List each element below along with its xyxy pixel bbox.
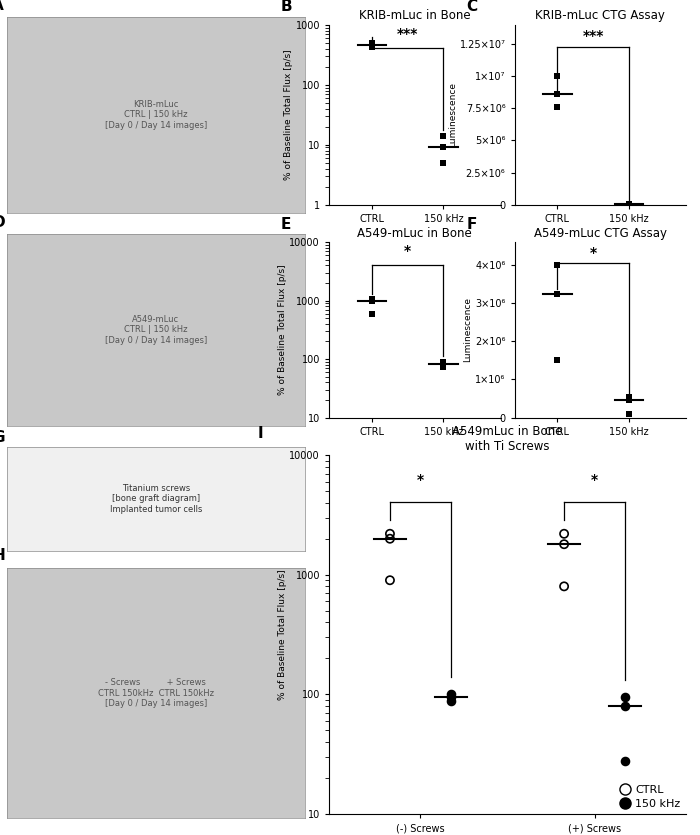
Point xyxy=(438,141,449,154)
Text: H: H xyxy=(0,548,5,563)
Text: I: I xyxy=(258,426,263,441)
Point xyxy=(623,390,634,403)
Point xyxy=(552,287,563,301)
Text: *: * xyxy=(591,473,598,488)
Point xyxy=(620,691,631,704)
Point xyxy=(384,527,395,540)
Point xyxy=(623,393,634,407)
Title: A549-mLuc in Bone: A549-mLuc in Bone xyxy=(358,226,472,240)
Point xyxy=(552,258,563,271)
Point xyxy=(552,354,563,367)
Text: ***: *** xyxy=(582,29,604,43)
Point xyxy=(623,197,634,210)
Point xyxy=(559,538,570,551)
Point xyxy=(445,691,456,704)
Title: KRIB-mLuc in Bone: KRIB-mLuc in Bone xyxy=(359,9,470,23)
Point xyxy=(366,293,377,306)
Y-axis label: Luminescence: Luminescence xyxy=(463,297,473,362)
Legend: CTRL, 150 kHz: CTRL, 150 kHz xyxy=(621,785,680,808)
Text: A549-mLuc
CTRL | 150 kHz
[Day 0 / Day 14 images]: A549-mLuc CTRL | 150 kHz [Day 0 / Day 14… xyxy=(104,315,207,345)
Point xyxy=(445,688,456,701)
Text: - Screws          + Screws
CTRL 150kHz  CTRL 150kHz
[Day 0 / Day 14 images]: - Screws + Screws CTRL 150kHz CTRL 150kH… xyxy=(98,678,214,708)
Title: KRIB-mLuc CTG Assay: KRIB-mLuc CTG Assay xyxy=(536,9,665,23)
Point xyxy=(552,69,563,83)
Point xyxy=(438,361,449,374)
Point xyxy=(620,754,631,767)
Y-axis label: % of Baseline Total Flux [p/s]: % of Baseline Total Flux [p/s] xyxy=(278,569,286,700)
Point xyxy=(384,532,395,545)
Point xyxy=(366,37,377,50)
Text: G: G xyxy=(0,430,5,444)
Text: ***: *** xyxy=(397,28,419,41)
Point xyxy=(438,357,449,371)
Point xyxy=(552,100,563,114)
Text: E: E xyxy=(281,216,291,231)
Point xyxy=(366,295,377,308)
Point xyxy=(438,156,449,170)
Y-axis label: % of Baseline Total Flux [p/s]: % of Baseline Total Flux [p/s] xyxy=(284,49,293,180)
Text: *: * xyxy=(404,244,411,258)
Point xyxy=(445,695,456,708)
Point xyxy=(366,308,377,321)
Text: A: A xyxy=(0,0,4,13)
Point xyxy=(552,88,563,101)
Point xyxy=(559,579,570,593)
Text: D: D xyxy=(0,215,5,230)
Text: Titanium screws
[bone graft diagram]
Implanted tumor cells: Titanium screws [bone graft diagram] Imp… xyxy=(110,484,202,514)
Point xyxy=(620,700,631,713)
Point xyxy=(623,198,634,211)
Text: *: * xyxy=(589,245,596,260)
Point xyxy=(366,40,377,53)
Text: *: * xyxy=(417,473,424,488)
Text: C: C xyxy=(466,0,477,14)
Point xyxy=(366,38,377,51)
Text: F: F xyxy=(466,216,477,231)
Point xyxy=(438,129,449,143)
Y-axis label: Luminescence: Luminescence xyxy=(448,83,457,147)
Point xyxy=(384,574,395,587)
Title: A549mLuc in Bone
with Ti Screws: A549mLuc in Bone with Ti Screws xyxy=(452,424,563,453)
Y-axis label: % of Baseline Total Flux [p/s]: % of Baseline Total Flux [p/s] xyxy=(278,265,286,395)
Text: B: B xyxy=(281,0,293,14)
Title: A549-mLuc CTG Assay: A549-mLuc CTG Assay xyxy=(533,226,666,240)
Point xyxy=(438,355,449,368)
Point xyxy=(623,198,634,211)
Point xyxy=(559,527,570,540)
Text: KRIB-mLuc
CTRL | 150 kHz
[Day 0 / Day 14 images]: KRIB-mLuc CTRL | 150 kHz [Day 0 / Day 14… xyxy=(104,100,207,129)
Point xyxy=(623,407,634,421)
